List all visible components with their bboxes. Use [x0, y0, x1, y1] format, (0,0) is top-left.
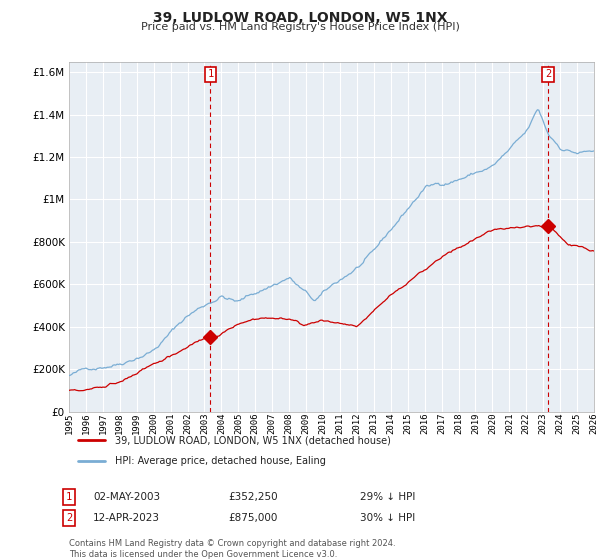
Text: 39, LUDLOW ROAD, LONDON, W5 1NX: 39, LUDLOW ROAD, LONDON, W5 1NX: [153, 11, 447, 25]
Text: 2: 2: [66, 513, 72, 523]
Text: 39, LUDLOW ROAD, LONDON, W5 1NX (detached house): 39, LUDLOW ROAD, LONDON, W5 1NX (detache…: [115, 435, 391, 445]
Text: Price paid vs. HM Land Registry's House Price Index (HPI): Price paid vs. HM Land Registry's House …: [140, 22, 460, 32]
Text: 2: 2: [545, 69, 551, 80]
Text: £875,000: £875,000: [228, 513, 277, 523]
Text: 1: 1: [66, 492, 72, 502]
Text: 1: 1: [207, 69, 214, 80]
Text: 02-MAY-2003: 02-MAY-2003: [93, 492, 160, 502]
Text: 12-APR-2023: 12-APR-2023: [93, 513, 160, 523]
Text: Contains HM Land Registry data © Crown copyright and database right 2024.
This d: Contains HM Land Registry data © Crown c…: [69, 539, 395, 559]
Text: HPI: Average price, detached house, Ealing: HPI: Average price, detached house, Eali…: [115, 456, 325, 466]
Text: 30% ↓ HPI: 30% ↓ HPI: [360, 513, 415, 523]
Text: £352,250: £352,250: [228, 492, 278, 502]
Text: 29% ↓ HPI: 29% ↓ HPI: [360, 492, 415, 502]
